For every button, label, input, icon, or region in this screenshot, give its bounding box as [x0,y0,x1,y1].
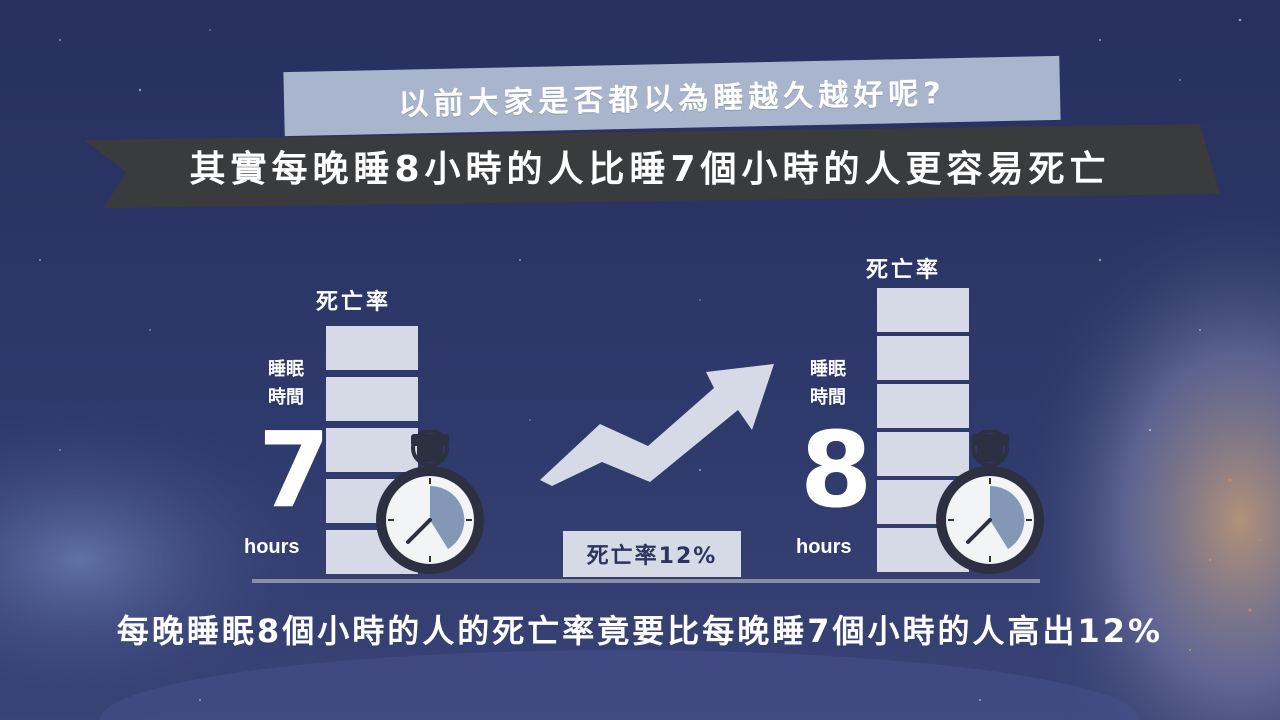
headline-ribbon [84,124,1220,208]
conclusion-text: 每晚睡眠8個小時的人的死亡率竟要比每晚睡7個小時的人高出12% [116,612,1164,650]
increase-arrow-icon [540,364,774,486]
stopwatch-icon [936,430,1044,574]
right-sleep-label: 睡眠 時間 [798,356,858,412]
bar-segment [877,432,969,476]
bar-segment [326,377,418,421]
right-hours-number: 8 [800,409,873,531]
left-sleep-label: 睡眠 時間 [256,356,316,412]
bar-segment [326,326,418,370]
left-sleep-label-line2: 時間 [268,387,304,408]
stopwatch-icon [376,430,484,574]
right-hours-unit: hours [796,536,852,558]
bar-segment [877,336,969,380]
left-rate-label: 死亡率 [316,290,392,315]
rate-increase-label: 死亡率12% [563,531,741,577]
bar-segment [877,384,969,428]
left-sleep-label-line1: 睡眠 [268,359,304,380]
baseline-divider [252,579,1040,583]
headline-text: 其實每晚睡8小時的人比睡7個小時的人更容易死亡 [189,149,1111,190]
right-sleep-label-line1: 睡眠 [810,359,846,380]
left-hours-number: 7 [258,409,331,531]
bar-segment [877,288,969,332]
bar-segment [326,428,418,472]
right-sleep-label-line2: 時間 [810,387,846,408]
question-text: 以前大家是否都以為睡越久越好呢? [398,76,947,123]
right-rate-label: 死亡率 [866,258,942,283]
left-hours-unit: hours [244,536,300,558]
